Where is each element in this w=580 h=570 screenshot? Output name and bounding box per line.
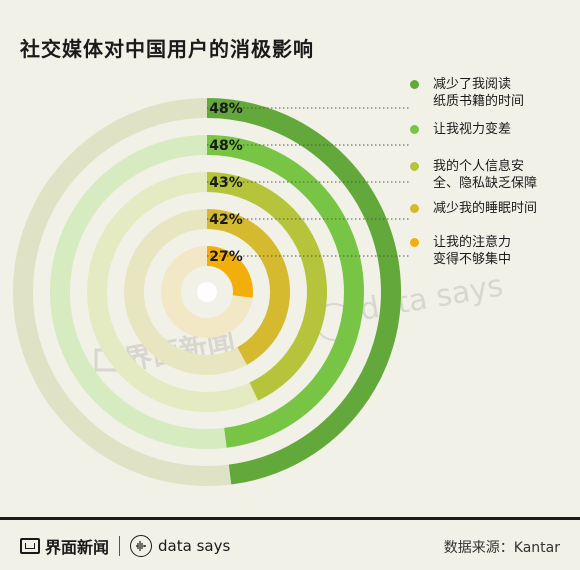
legend-swatch	[410, 204, 419, 213]
legend-label: 减少了我阅读 纸质书籍的时间	[433, 77, 525, 109]
data-says-logo-icon	[130, 535, 153, 557]
data-label: 48%	[209, 101, 243, 117]
ring-bar	[206, 135, 364, 448]
data-label: 27%	[209, 249, 243, 265]
data-source: 数据来源：Kantar	[443, 540, 560, 556]
legend-swatch	[410, 238, 419, 247]
footer-brand: 界面新闻 data says	[20, 534, 230, 558]
footer-divider	[0, 517, 580, 520]
ring-bar	[206, 209, 290, 365]
brand-name: 界面新闻	[45, 538, 110, 557]
legend-swatch	[410, 80, 419, 89]
chart-title: 社交媒体对中国用户的消极影响	[20, 37, 314, 61]
data-label: 42%	[209, 212, 243, 228]
jiemian-logo-icon	[20, 538, 40, 554]
ring-bar	[206, 172, 327, 401]
legend-label: 让我视力变差	[433, 122, 512, 137]
center-hole	[197, 282, 217, 302]
ring-bar	[206, 98, 402, 485]
partner-name: data says	[158, 537, 231, 555]
legend-swatch	[410, 162, 419, 171]
legend-label: 让我的注意力 变得不够集中	[433, 235, 512, 267]
legend-label: 减少我的睡眠时间	[433, 201, 538, 216]
data-label: 43%	[209, 175, 243, 191]
data-label: 48%	[209, 138, 243, 154]
radial-bar-chart: 界面新闻 data says 48%48%43%42%27%	[13, 98, 506, 486]
brand-separator	[119, 536, 121, 556]
legend-swatch	[410, 125, 419, 134]
legend-label: 我的个人信息安 全、隐私缺乏保障	[433, 159, 538, 191]
ring-bar	[206, 246, 253, 298]
